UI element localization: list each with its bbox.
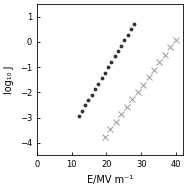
Y-axis label: log₁₀ J: log₁₀ J — [4, 66, 14, 94]
X-axis label: E/MV m⁻¹: E/MV m⁻¹ — [87, 175, 133, 185]
